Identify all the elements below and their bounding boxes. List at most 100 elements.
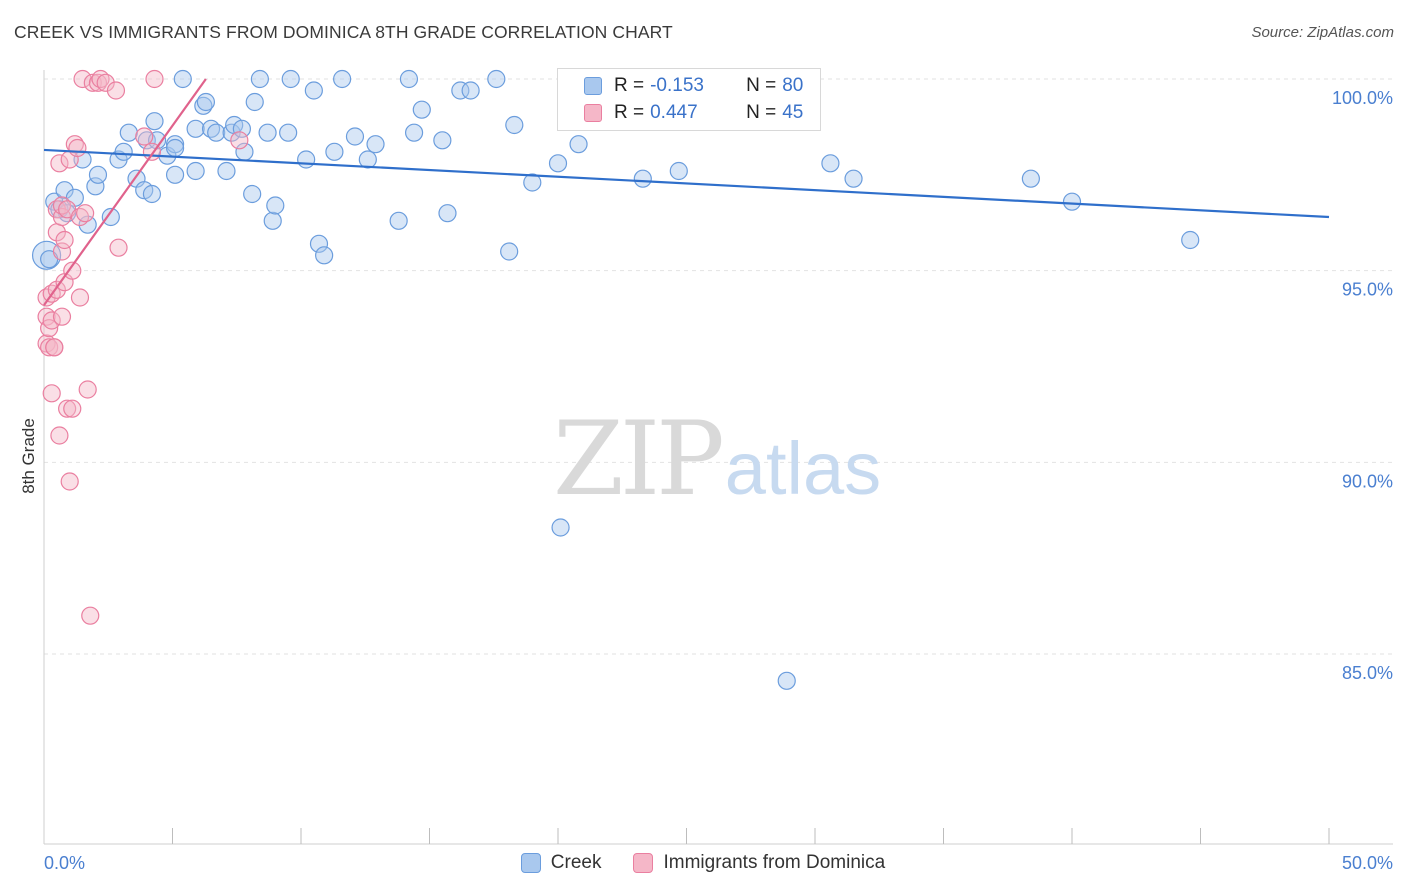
y-tick-label: 90.0% [1342, 471, 1393, 491]
creek-swatch [584, 77, 602, 95]
creek-point [523, 173, 542, 192]
creek-r-value: -0.153 [650, 75, 704, 96]
creek-point [389, 211, 408, 230]
creek-point [232, 119, 251, 138]
dominica-point [145, 69, 164, 89]
creek-point [186, 119, 205, 138]
dominica-point [40, 338, 59, 357]
creek-point [55, 181, 74, 200]
creek-point [142, 184, 162, 204]
dominica-point [76, 204, 95, 223]
dominica-r-value: 0.447 [650, 102, 698, 123]
dominica-point [58, 399, 77, 418]
creek-point [1021, 169, 1040, 188]
creek-point [196, 92, 216, 112]
creek-legend-label: Creek [550, 852, 602, 873]
y-axis-label: 8th Grade [19, 418, 38, 494]
dominica-point [230, 131, 249, 150]
creek-point [1062, 192, 1082, 211]
x-ticks [172, 828, 1330, 844]
axes [43, 70, 1393, 845]
creek-point [777, 671, 796, 690]
dominica-point [135, 127, 154, 146]
creek-point [114, 142, 133, 161]
dominica-point [68, 138, 87, 158]
creek-legend-swatch [520, 853, 541, 873]
creek-r-label: R = [614, 75, 645, 96]
creek-point [399, 69, 419, 89]
creek-point [207, 123, 226, 142]
dominica-point [45, 338, 64, 357]
creek-point [433, 131, 452, 150]
dominica-point [73, 69, 92, 89]
creek-point [1181, 230, 1200, 250]
dominica-point [63, 261, 82, 280]
dominica-point [52, 307, 72, 326]
creek-point [78, 215, 97, 234]
creek-point [333, 69, 352, 89]
dominica-point [96, 73, 115, 92]
dominica-n-value: 45 [782, 102, 804, 123]
y-tick-label: 95.0% [1342, 280, 1393, 300]
creek-point [88, 165, 108, 184]
creek-point [165, 165, 185, 184]
x-tick-label-min: 0.0% [44, 853, 85, 873]
dominica-points [37, 69, 249, 625]
creek-point [487, 69, 506, 89]
creek-point [548, 154, 568, 173]
y-tick-label: 85.0% [1342, 663, 1393, 683]
creek-point [279, 123, 298, 142]
creek-point [263, 211, 282, 230]
dominica-swatch [584, 104, 602, 122]
creek-point [844, 169, 863, 188]
creek-point [451, 81, 470, 100]
y-tick-label: 100.0% [1332, 88, 1393, 108]
creek-point [404, 123, 424, 142]
creek-point [165, 138, 185, 158]
dominica-point [78, 380, 97, 399]
legend-item-dominica[interactable]: Immigrants from Dominica [633, 852, 885, 874]
creek-point [821, 154, 840, 173]
creek-point [86, 177, 105, 196]
dominica-point [42, 311, 61, 330]
creek-point [165, 135, 185, 154]
creek-point [101, 207, 120, 227]
dominica-point [50, 426, 69, 445]
creek-point [258, 123, 277, 142]
creek-n-value: 80 [782, 75, 804, 96]
creek-point [309, 234, 329, 253]
dominica-r-label: R = [614, 102, 645, 123]
creek-point [325, 142, 344, 161]
legend-item-creek[interactable]: Creek [520, 852, 602, 874]
creek-point [315, 246, 334, 265]
creek-point [217, 161, 236, 181]
creek-point [633, 169, 652, 188]
creek-point [250, 69, 269, 89]
trend-lines [43, 78, 1330, 306]
creek-point [345, 127, 365, 146]
legend-row-creek: R = -0.153 N = 80 [584, 73, 803, 99]
dominica-point [52, 242, 72, 261]
y-tick-labels: 100.0% 95.0% 90.0% 85.0% [1332, 88, 1393, 683]
creek-point [304, 81, 323, 100]
x-tick-label-max: 50.0% [1342, 853, 1393, 873]
creek-point [243, 184, 262, 204]
dominica-point [81, 606, 100, 625]
dominica-trend-line [43, 78, 207, 306]
stats-legend: R = -0.153 N = 80 R = 0.447 N = 45 [557, 68, 821, 131]
creek-point [461, 81, 480, 100]
dominica-point [60, 472, 79, 491]
creek-n-label: N = [746, 75, 777, 96]
creek-point [266, 196, 285, 215]
creek-point [358, 150, 377, 169]
series-legend: Creek Immigrants from Dominica [0, 852, 1406, 874]
dominica-point [55, 230, 74, 250]
creek-trend-line [43, 148, 1330, 219]
dominica-point [50, 154, 69, 173]
creek-point [505, 115, 524, 135]
dominica-legend-swatch [633, 853, 654, 873]
dominica-point [109, 238, 128, 257]
dominica-legend-label: Immigrants from Dominica [663, 852, 886, 873]
grid-lines [44, 78, 1393, 655]
